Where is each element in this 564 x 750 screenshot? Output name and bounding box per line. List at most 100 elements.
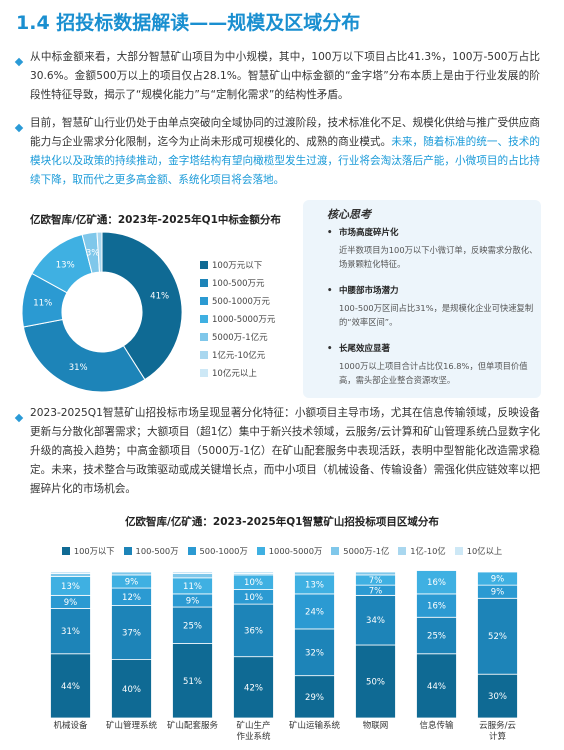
donut-segment <box>22 318 146 393</box>
bar-segment <box>233 656 274 719</box>
donut-segment <box>101 231 183 381</box>
legend-item: 1000-5000万 <box>256 545 322 557</box>
bar-segment <box>111 571 152 576</box>
legend-item: 5000万-1亿元 <box>200 328 275 346</box>
data-label: 9% <box>125 577 139 587</box>
paragraph-text: 目前，智慧矿山行业仍处于由单点突破向全域协同的过渡阶段，技术标准化不足、规模化供… <box>30 117 540 148</box>
legend-item: 1000-5000万元 <box>200 310 275 328</box>
data-label: 10% <box>244 578 263 588</box>
data-label: 3% <box>86 249 100 259</box>
data-label: 34% <box>366 616 385 626</box>
legend-item: 100万元以下 <box>200 256 275 274</box>
legend-swatch <box>123 547 132 555</box>
insight-item-text: 1000万以上项目合计占比仅16.8%，但单项目价值高，需头部企业整合资源攻坚。 <box>339 361 528 385</box>
bar-segment <box>50 573 91 577</box>
insight-title: 核心思考 <box>327 208 371 221</box>
bar-segment <box>477 673 518 719</box>
insight-item: 市场高度碎片化 近半数项目为100万以下小微订单，反映需求分散化、场景颗粒化特征… <box>327 226 539 271</box>
bar-segment <box>355 571 396 576</box>
legend-label: 100万以下 <box>73 546 115 556</box>
data-label: 36% <box>244 626 263 636</box>
legend-item: 100-500万元 <box>200 274 275 292</box>
data-label: 16% <box>427 578 446 588</box>
bar-segment <box>111 659 152 719</box>
paragraph-highlight: 未来，随着标准的统一、技术的模块化以及政策的持续推动，金字塔结构有望向橄榄型发生… <box>30 136 541 186</box>
legend-swatch <box>200 261 208 269</box>
legend-label: 5000万-1亿 <box>343 546 390 556</box>
legend: 100万以下 100-500万 500-1000万 1000-5000万 5000万-1… <box>0 545 564 557</box>
data-label: 9% <box>491 575 505 585</box>
x-tick-label: 机械设备 <box>53 721 88 731</box>
data-label: 25% <box>427 632 446 642</box>
data-label: 9% <box>186 596 200 606</box>
data-label: 40% <box>122 685 141 695</box>
bar-segment <box>50 653 91 719</box>
legend-label: 100-500万 <box>135 546 179 556</box>
insight-item: 中腰部市场潜力 100-500万区间占比31%，是规模化企业可快速复制的“效率区… <box>327 284 539 329</box>
insight-box: 核心思考 市场高度碎片化 近半数项目为100万以下小微订单，反映需求分散化、场景… <box>303 200 541 398</box>
legend-label: 1亿元-10亿元 <box>212 351 266 361</box>
x-tick-label: 矿山配套服务 <box>166 721 218 731</box>
legend-item: 5000万-1亿 <box>331 545 389 557</box>
data-label: 11% <box>33 299 52 309</box>
legend-item: 10亿元以上 <box>200 364 275 382</box>
data-label: 37% <box>122 629 141 639</box>
bar-segment <box>355 644 396 719</box>
legend-swatch <box>200 351 208 359</box>
legend-swatch <box>454 547 463 555</box>
data-label: 52% <box>488 632 507 642</box>
chart-title: 亿欧智库/亿矿通：2023-2025年Q1智慧矿山招投标项目区域分布 <box>125 516 439 528</box>
legend-item: 10亿以上 <box>454 545 503 557</box>
legend-swatch <box>256 547 265 555</box>
bar-segment <box>172 573 213 579</box>
legend-label: 100-500万元 <box>212 279 265 289</box>
x-tick-label: 云服务/云计算 <box>479 721 516 742</box>
legend-label: 10亿以上 <box>466 546 503 556</box>
data-label: 31% <box>69 363 88 373</box>
data-label: 29% <box>305 693 324 703</box>
x-tick-label: 矿山管理系统 <box>105 721 157 731</box>
paragraph: 2023-2025Q1智慧矿山招投标市场呈现显著分化特征：小额项目主导市场，尤其… <box>30 407 540 495</box>
legend-item: 100万以下 <box>61 545 115 557</box>
data-label: 13% <box>56 261 75 271</box>
legend-item: 500-1000万元 <box>200 292 275 310</box>
legend-label: 5000万-1亿元 <box>212 333 268 343</box>
legend-label: 1000-5000万元 <box>212 315 276 325</box>
legend-swatch <box>200 297 208 305</box>
legend-item: 500-1000万 <box>187 545 248 557</box>
legend-swatch <box>331 547 340 555</box>
data-label: 7% <box>369 586 383 596</box>
insight-item-title: 长尾效应显著 <box>327 342 539 356</box>
bar-segment <box>416 570 457 595</box>
paragraph: 从中标金额来看，大部分智慧矿山项目为中小规模，其中，100万以下项目占比41.3… <box>30 51 540 101</box>
legend: 100万元以下 100-500万元 500-1000万元 1000-5000万元 500… <box>200 256 275 382</box>
legend-swatch <box>200 315 208 323</box>
legend-item: 1亿-10亿 <box>398 545 446 557</box>
bar-segment <box>233 603 274 658</box>
legend-swatch <box>200 279 208 287</box>
bar-segment <box>233 571 274 574</box>
insight-item: 长尾效应显著 1000万以上项目合计占比仅16.8%，但单项目价值高，需头部企业… <box>327 342 539 387</box>
data-label: 31% <box>61 627 80 637</box>
insight-item-text: 近半数项目为100万以下小微订单，反映需求分散化、场景颗粒化特征。 <box>339 245 538 269</box>
insight-item-text: 100-500万区间占比31%，是规模化企业可快速复制的“效率区间”。 <box>339 303 534 327</box>
data-label: 7% <box>369 576 383 586</box>
data-label: 13% <box>305 580 324 590</box>
data-label: 30% <box>488 692 507 702</box>
x-tick-label: 矿山生产作业系统 <box>236 721 271 742</box>
data-label: 41% <box>150 291 169 301</box>
x-tick-label: 信息传输 <box>419 721 454 731</box>
data-label: 42% <box>244 683 263 693</box>
legend-label: 100万元以下 <box>212 261 263 271</box>
bar-segment <box>294 675 335 719</box>
bar-segment <box>50 608 91 655</box>
legend-label: 500-1000万元 <box>212 297 270 307</box>
data-label: 51% <box>183 677 202 687</box>
legend-label: 1亿-10亿 <box>410 546 446 556</box>
insight-item-title: 市场高度碎片化 <box>327 226 539 240</box>
donut-chart: 41% 31% 11% 13% 3% <box>21 231 183 393</box>
bar-segment <box>294 571 335 576</box>
bar-segment <box>294 628 335 677</box>
legend-swatch <box>398 547 407 555</box>
